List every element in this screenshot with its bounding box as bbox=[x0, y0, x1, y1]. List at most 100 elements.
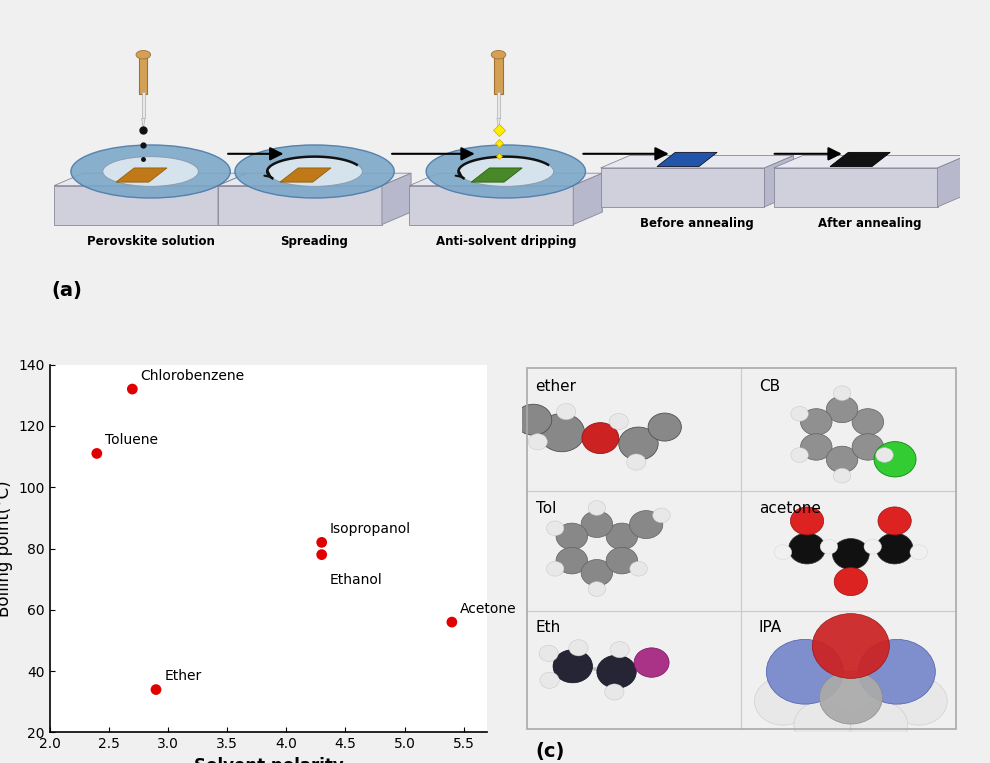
Ellipse shape bbox=[235, 145, 394, 198]
Circle shape bbox=[833, 539, 869, 569]
Circle shape bbox=[634, 648, 669, 678]
Polygon shape bbox=[773, 168, 938, 207]
Point bbox=[444, 616, 459, 628]
Point bbox=[125, 383, 141, 395]
Circle shape bbox=[553, 649, 592, 683]
Text: IPA: IPA bbox=[759, 620, 782, 636]
Circle shape bbox=[588, 581, 606, 597]
Text: acetone: acetone bbox=[759, 501, 821, 516]
Polygon shape bbox=[773, 156, 966, 168]
Circle shape bbox=[801, 409, 832, 435]
Text: Eth: Eth bbox=[536, 620, 560, 636]
Circle shape bbox=[834, 386, 850, 401]
Text: ether: ether bbox=[536, 379, 576, 394]
Polygon shape bbox=[280, 168, 331, 182]
Circle shape bbox=[910, 545, 928, 559]
Circle shape bbox=[597, 655, 637, 688]
Polygon shape bbox=[764, 156, 794, 207]
Text: Spreading: Spreading bbox=[280, 235, 348, 248]
Circle shape bbox=[582, 423, 619, 453]
Y-axis label: Boiling point(°C): Boiling point(°C) bbox=[0, 480, 13, 617]
Circle shape bbox=[864, 539, 881, 554]
Circle shape bbox=[876, 448, 893, 462]
Ellipse shape bbox=[103, 156, 198, 186]
Polygon shape bbox=[938, 156, 966, 207]
Text: Ethanol: Ethanol bbox=[330, 573, 383, 587]
Text: (a): (a) bbox=[51, 282, 82, 301]
Circle shape bbox=[852, 409, 884, 435]
Polygon shape bbox=[601, 156, 794, 168]
Polygon shape bbox=[218, 185, 382, 224]
Polygon shape bbox=[409, 185, 573, 224]
Circle shape bbox=[556, 547, 588, 574]
Circle shape bbox=[754, 678, 812, 725]
Circle shape bbox=[790, 507, 824, 535]
Circle shape bbox=[540, 672, 559, 688]
Polygon shape bbox=[54, 185, 218, 224]
Circle shape bbox=[801, 433, 832, 460]
Circle shape bbox=[610, 642, 630, 658]
Polygon shape bbox=[601, 168, 764, 207]
Polygon shape bbox=[471, 168, 522, 182]
Circle shape bbox=[791, 448, 809, 462]
Circle shape bbox=[791, 407, 809, 421]
Circle shape bbox=[652, 508, 670, 523]
Circle shape bbox=[556, 523, 588, 549]
Bar bbox=[494, 55, 503, 94]
Circle shape bbox=[827, 396, 857, 423]
Polygon shape bbox=[218, 173, 411, 185]
Circle shape bbox=[569, 639, 588, 656]
Circle shape bbox=[556, 404, 576, 420]
Text: CB: CB bbox=[759, 379, 780, 394]
Circle shape bbox=[528, 433, 547, 450]
Text: Acetone: Acetone bbox=[460, 602, 517, 616]
Circle shape bbox=[581, 559, 613, 586]
Polygon shape bbox=[54, 173, 248, 185]
Text: Isopropanol: Isopropanol bbox=[330, 522, 411, 536]
Circle shape bbox=[588, 501, 606, 515]
Circle shape bbox=[820, 671, 882, 724]
Circle shape bbox=[546, 521, 564, 536]
Circle shape bbox=[852, 433, 884, 460]
Text: (b): (b) bbox=[0, 754, 2, 763]
Text: After annealing: After annealing bbox=[819, 217, 922, 230]
Polygon shape bbox=[218, 173, 248, 224]
Point bbox=[148, 684, 164, 696]
Circle shape bbox=[820, 539, 838, 554]
Point bbox=[314, 549, 330, 561]
Bar bbox=[140, 55, 148, 94]
Polygon shape bbox=[116, 168, 167, 182]
Text: Chlorobenzene: Chlorobenzene bbox=[141, 369, 245, 383]
Circle shape bbox=[876, 533, 913, 564]
Text: Ether: Ether bbox=[164, 669, 202, 684]
Text: Before annealing: Before annealing bbox=[641, 217, 754, 230]
Text: Anti-solvent dripping: Anti-solvent dripping bbox=[436, 235, 576, 248]
Circle shape bbox=[858, 639, 936, 704]
Circle shape bbox=[774, 545, 792, 559]
Bar bbox=[142, 92, 145, 118]
Circle shape bbox=[630, 562, 647, 576]
Text: Toluene: Toluene bbox=[105, 433, 158, 447]
Circle shape bbox=[812, 613, 889, 678]
Circle shape bbox=[789, 533, 826, 564]
Circle shape bbox=[539, 414, 584, 452]
Circle shape bbox=[890, 678, 947, 725]
Polygon shape bbox=[573, 173, 602, 224]
Point bbox=[89, 447, 105, 459]
Polygon shape bbox=[382, 173, 411, 224]
X-axis label: Solvent polarity: Solvent polarity bbox=[194, 757, 344, 763]
Ellipse shape bbox=[458, 156, 553, 186]
Circle shape bbox=[609, 414, 629, 430]
Text: (c): (c) bbox=[536, 742, 565, 761]
Circle shape bbox=[606, 523, 638, 549]
Circle shape bbox=[619, 427, 658, 460]
Circle shape bbox=[648, 413, 681, 441]
Circle shape bbox=[606, 547, 638, 574]
Ellipse shape bbox=[426, 145, 585, 198]
Circle shape bbox=[630, 510, 662, 539]
Circle shape bbox=[835, 568, 867, 596]
Ellipse shape bbox=[266, 156, 362, 186]
Circle shape bbox=[627, 454, 645, 470]
Circle shape bbox=[874, 442, 916, 477]
Circle shape bbox=[794, 701, 850, 749]
